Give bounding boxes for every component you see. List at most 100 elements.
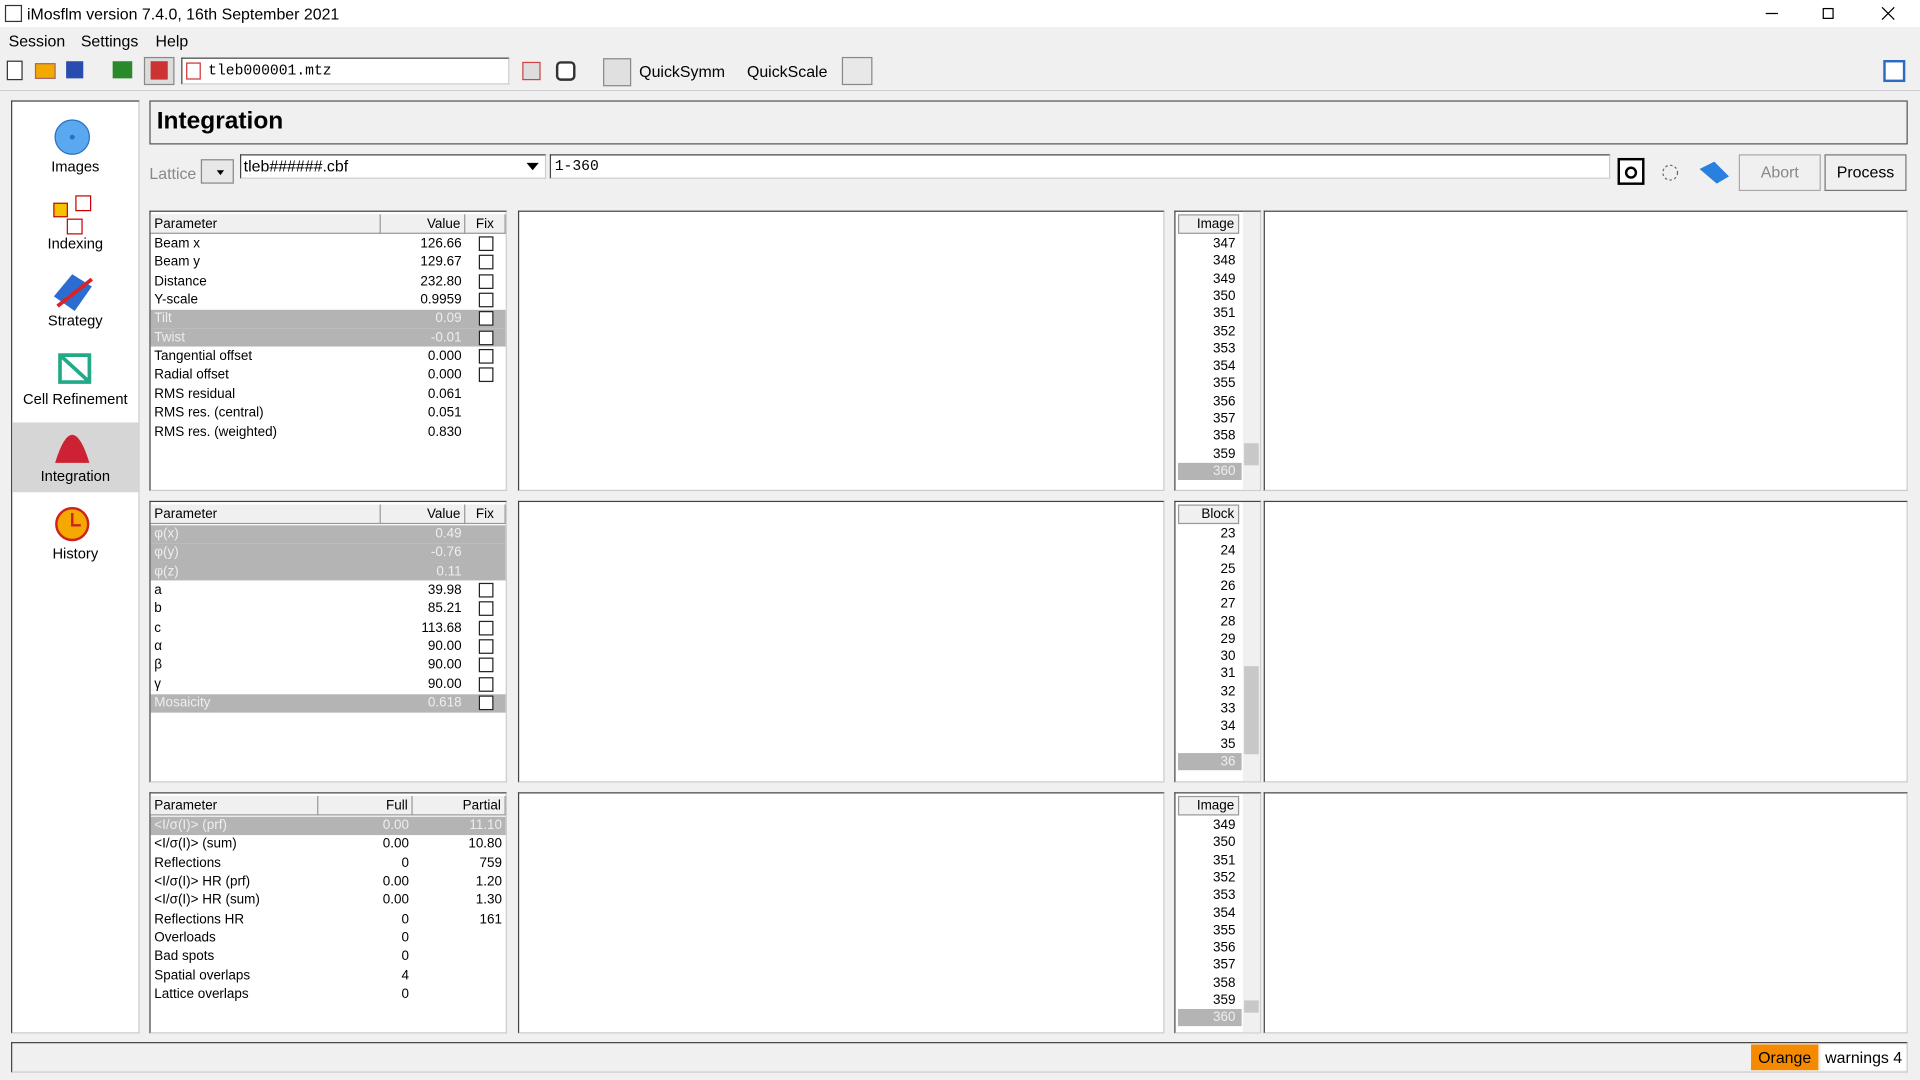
list-item[interactable]: 349 bbox=[1213, 817, 1236, 833]
warnings-count[interactable]: warnings 4 bbox=[1820, 1044, 1907, 1071]
list-item[interactable]: 349 bbox=[1213, 271, 1236, 287]
mtz-file-box[interactable] bbox=[181, 57, 510, 85]
close[interactable] bbox=[1881, 6, 1895, 21]
icon-a[interactable] bbox=[1617, 157, 1645, 185]
list-item[interactable]: 35 bbox=[1220, 736, 1236, 752]
lattice-dropdown[interactable] bbox=[200, 159, 234, 184]
menu-item[interactable]: Help bbox=[155, 31, 189, 51]
fix-checkbox[interactable] bbox=[478, 349, 493, 364]
menu-item[interactable]: Session bbox=[8, 31, 66, 51]
cell-icon[interactable] bbox=[58, 353, 92, 384]
cell: 0.000 bbox=[427, 367, 462, 383]
abort-button[interactable]: Abort bbox=[1738, 154, 1821, 192]
icon-tag[interactable] bbox=[1699, 161, 1729, 184]
fix-checkbox[interactable] bbox=[478, 292, 493, 308]
list-item[interactable]: 354 bbox=[1213, 358, 1236, 374]
cell: 90.00 bbox=[427, 676, 462, 692]
window-controls[interactable] bbox=[1739, 0, 1920, 27]
list-item[interactable]: 24 bbox=[1220, 544, 1236, 559]
list-item[interactable]: 34 bbox=[1220, 719, 1236, 734]
list-item[interactable]: 359 bbox=[1213, 993, 1236, 1008]
tool-icon[interactable] bbox=[1883, 60, 1906, 83]
icon-spinner[interactable] bbox=[1662, 164, 1679, 181]
sidebar-label[interactable]: Cell Refinement bbox=[23, 390, 128, 408]
fix-checkbox[interactable] bbox=[478, 255, 493, 270]
fix-checkbox[interactable] bbox=[478, 695, 493, 711]
new-icon[interactable] bbox=[6, 60, 23, 81]
list-item[interactable]: 353 bbox=[1213, 887, 1236, 903]
list-item[interactable]: 355 bbox=[1213, 923, 1236, 938]
strategy-icon bbox=[56, 277, 93, 308]
list-item[interactable]: 30 bbox=[1220, 649, 1236, 664]
fix-checkbox[interactable] bbox=[478, 367, 493, 383]
list-item[interactable]: 356 bbox=[1213, 393, 1236, 409]
fix-checkbox[interactable] bbox=[478, 311, 493, 327]
sidebar-label[interactable]: Images bbox=[51, 157, 100, 176]
list-item[interactable]: 348 bbox=[1213, 253, 1236, 269]
sidebar-label[interactable]: Strategy bbox=[47, 312, 103, 330]
tool-icon[interactable] bbox=[112, 61, 133, 79]
fix-checkbox[interactable] bbox=[478, 330, 493, 345]
list-item[interactable]: 26 bbox=[1220, 579, 1236, 594]
sidebar-label[interactable]: Indexing bbox=[47, 235, 104, 253]
list-item[interactable]: 358 bbox=[1213, 428, 1236, 444]
list-item[interactable]: 360 bbox=[1177, 462, 1242, 480]
tool-icon[interactable] bbox=[603, 58, 632, 87]
fix-checkbox[interactable] bbox=[478, 639, 493, 654]
list-item[interactable]: 36 bbox=[1177, 752, 1242, 771]
list-item[interactable]: 32 bbox=[1220, 684, 1236, 699]
list-item[interactable]: 347 bbox=[1213, 236, 1236, 252]
toolbar-button[interactable]: QuickScale bbox=[746, 62, 828, 81]
range-box[interactable] bbox=[549, 154, 1611, 179]
tool-icon[interactable] bbox=[841, 56, 873, 86]
cell: Reflections bbox=[154, 855, 221, 871]
list-item[interactable]: 354 bbox=[1213, 905, 1236, 921]
column-header: Value bbox=[381, 214, 466, 234]
list-item[interactable]: 355 bbox=[1213, 376, 1236, 392]
fix-checkbox[interactable] bbox=[478, 273, 493, 289]
process-button[interactable]: Process bbox=[1824, 154, 1907, 192]
list-item[interactable]: 356 bbox=[1213, 940, 1236, 956]
list-item[interactable]: 352 bbox=[1213, 323, 1236, 339]
list-item[interactable]: 351 bbox=[1213, 852, 1236, 868]
menu-item[interactable]: Settings bbox=[80, 31, 139, 51]
list-item[interactable]: 350 bbox=[1213, 288, 1236, 304]
list-item[interactable]: 28 bbox=[1220, 614, 1236, 629]
toolbar-button[interactable]: QuickSymm bbox=[639, 62, 725, 81]
sidebar-label[interactable]: Integration bbox=[40, 467, 111, 485]
list-item[interactable]: 350 bbox=[1213, 835, 1236, 851]
list-item[interactable]: 351 bbox=[1213, 306, 1236, 322]
sidebar-label[interactable]: History bbox=[52, 544, 99, 563]
tool-icon[interactable] bbox=[522, 61, 541, 81]
list-header: Image bbox=[1177, 214, 1240, 234]
indexing-icon[interactable] bbox=[53, 202, 68, 218]
fix-checkbox[interactable] bbox=[478, 620, 493, 636]
list-item[interactable]: 23 bbox=[1220, 526, 1236, 542]
list-item[interactable]: 357 bbox=[1213, 411, 1236, 427]
list-item[interactable]: 360 bbox=[1177, 1009, 1242, 1027]
tool-icon[interactable] bbox=[555, 61, 576, 81]
restore[interactable] bbox=[1822, 7, 1834, 19]
fix-checkbox[interactable] bbox=[478, 601, 493, 617]
open-icon[interactable] bbox=[34, 63, 56, 79]
fix-checkbox[interactable] bbox=[478, 658, 493, 673]
template-box[interactable] bbox=[240, 154, 547, 179]
fix-checkbox[interactable] bbox=[478, 582, 493, 598]
list-item[interactable]: 31 bbox=[1220, 666, 1236, 682]
list-item[interactable]: 357 bbox=[1213, 958, 1236, 973]
list-item[interactable]: 352 bbox=[1213, 870, 1236, 886]
list-item[interactable]: 29 bbox=[1220, 631, 1236, 647]
list-item[interactable]: 33 bbox=[1220, 701, 1236, 717]
cell: Twist bbox=[154, 330, 185, 345]
list-item[interactable]: 27 bbox=[1220, 596, 1236, 612]
fix-checkbox[interactable] bbox=[478, 236, 493, 252]
fix-checkbox[interactable] bbox=[478, 676, 493, 692]
save-icon[interactable] bbox=[66, 61, 84, 79]
integration-icon[interactable] bbox=[55, 434, 90, 463]
warning-level[interactable]: Orange bbox=[1751, 1044, 1819, 1071]
list-item[interactable]: 359 bbox=[1213, 446, 1236, 462]
list-item[interactable]: 25 bbox=[1220, 561, 1236, 577]
list-item[interactable]: 358 bbox=[1213, 975, 1236, 991]
list-item[interactable]: 353 bbox=[1213, 341, 1236, 357]
dropdown-arrow bbox=[526, 162, 539, 171]
